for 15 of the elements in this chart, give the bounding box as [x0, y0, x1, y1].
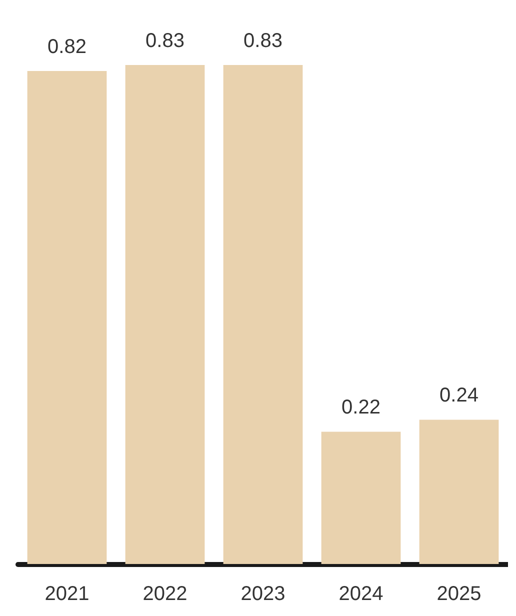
- bar: [419, 420, 499, 564]
- bar: [125, 65, 205, 564]
- data-label: 0.83: [244, 30, 282, 52]
- data-label: 0.82: [48, 36, 86, 58]
- x-tick-label: 2021: [44, 583, 90, 605]
- x-tick-label: 2023: [240, 583, 286, 605]
- bar: [223, 65, 303, 564]
- data-label: 0.22: [342, 396, 380, 419]
- x-tick-label: 2025: [436, 583, 482, 605]
- bar: [321, 432, 401, 564]
- x-tick-label: 2024: [338, 583, 384, 605]
- data-label: 0.24: [440, 384, 478, 407]
- bar: [27, 71, 107, 564]
- data-label: 0.83: [146, 30, 184, 52]
- x-tick-label: 2022: [142, 583, 188, 605]
